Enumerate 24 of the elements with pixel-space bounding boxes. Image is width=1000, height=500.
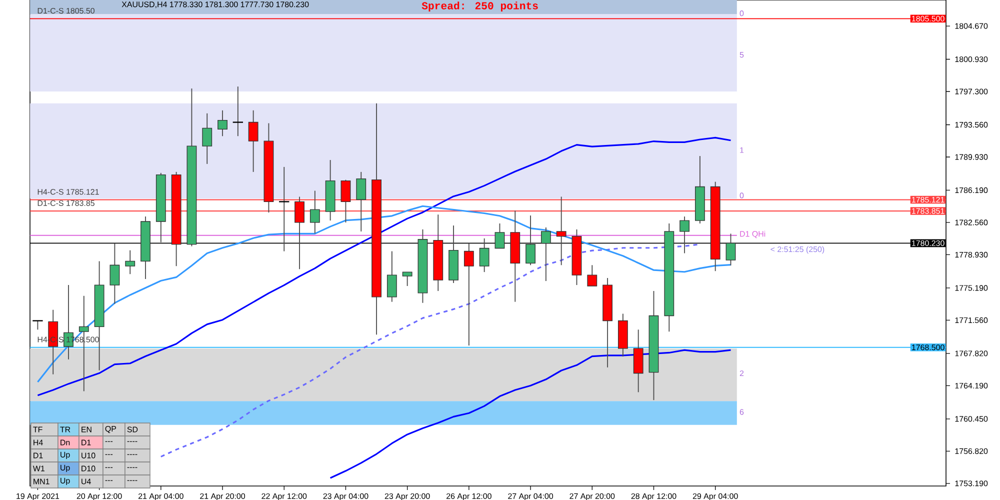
candlestick (386, 250, 397, 302)
candlestick (402, 272, 412, 286)
candlestick (32, 320, 44, 330)
candlestick (556, 196, 566, 266)
candlestick (340, 179, 351, 223)
candlestick (202, 112, 212, 164)
candlestick (464, 242, 474, 346)
candlestick (218, 110, 228, 137)
candlestick (232, 86, 244, 137)
candlestick (248, 110, 258, 172)
candlestick (294, 196, 304, 270)
candlestick (526, 215, 536, 266)
annotation: Spread: 250 points (422, 2, 538, 12)
line-series (330, 349, 732, 479)
candlestick (494, 222, 505, 249)
candlestick (479, 238, 490, 273)
candlestick (726, 233, 736, 266)
candlestick (125, 250, 136, 275)
candlestick (356, 171, 366, 232)
candlestick (110, 242, 120, 304)
candlestick (680, 216, 690, 254)
candlestick (310, 190, 320, 234)
candlestick (587, 264, 598, 286)
candlestick (540, 226, 551, 282)
